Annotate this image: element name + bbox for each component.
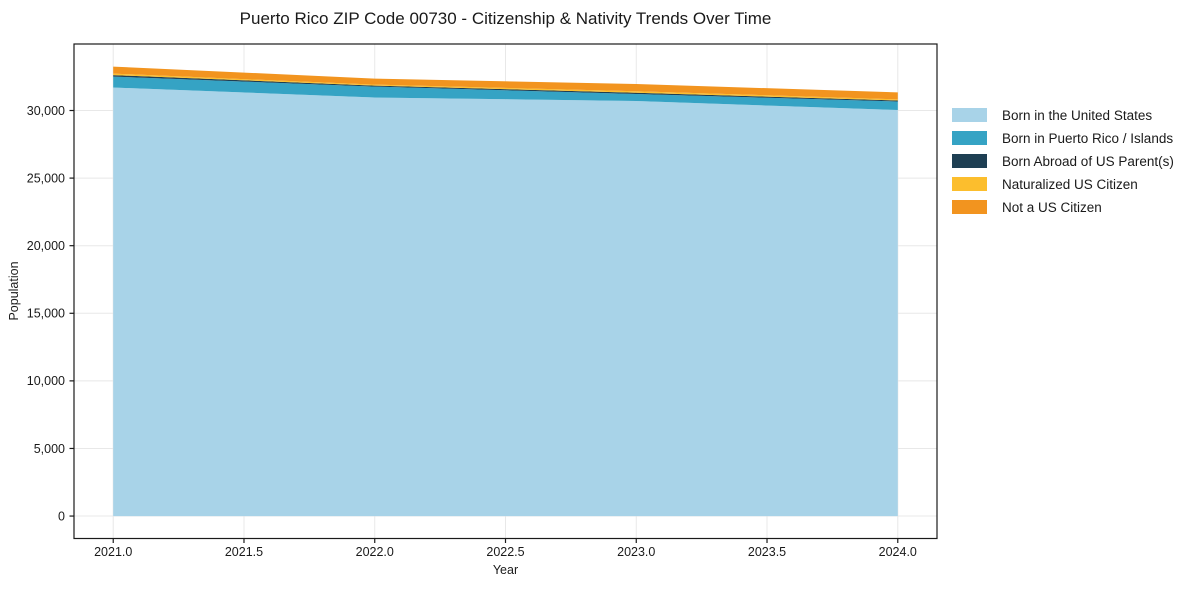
y-tick-label: 5,000 [34, 442, 65, 456]
x-tick-label: 2022.5 [486, 545, 524, 559]
x-tick-label: 2022.0 [356, 545, 394, 559]
x-tick-label: 2021.0 [94, 545, 132, 559]
y-tick-label: 0 [58, 509, 65, 523]
y-tick-label: 20,000 [27, 239, 65, 253]
y-tick-label: 25,000 [27, 171, 65, 185]
legend-item: Born Abroad of US Parent(s) [952, 153, 1174, 169]
area-not-a-us-citizen [113, 66, 898, 100]
legend-label: Born in the United States [1002, 107, 1153, 123]
legend-swatch [952, 154, 987, 168]
legend-label: Born Abroad of US Parent(s) [1002, 153, 1174, 169]
y-tick-label: 15,000 [27, 307, 65, 321]
legend-label: Naturalized US Citizen [1002, 176, 1138, 192]
legend-swatch [952, 200, 987, 214]
legend-label: Not a US Citizen [1002, 199, 1102, 215]
x-tick-label: 2024.0 [879, 545, 917, 559]
legend-swatch [952, 108, 987, 122]
area-born-abroad-of-us-parent-s- [113, 75, 898, 102]
y-axis-ticks: 0 5,000 10,000 15,000 20,000 25,000 30,000 [27, 104, 74, 523]
legend-item: Born in Puerto Rico / Islands [952, 130, 1174, 146]
chart-title: Puerto Rico ZIP Code 00730 - Citizenship… [239, 9, 772, 28]
legend: Born in the United States Born in Puerto … [952, 108, 1174, 223]
x-tick-label: 2021.5 [225, 545, 263, 559]
x-axis-ticks: 2021.0 2021.5 2022.0 2022.5 2023.0 2023.5 2024… [94, 538, 917, 559]
y-tick-label: 30,000 [27, 104, 65, 118]
x-tick-label: 2023.5 [748, 545, 786, 559]
legend-label: Born in Puerto Rico / Islands [1002, 130, 1174, 146]
legend-item: Born in the United States [952, 107, 1174, 123]
legend-swatch [952, 177, 987, 191]
area-born-in-the-united-states [113, 87, 898, 517]
legend-swatch [952, 131, 987, 145]
area-born-in-puerto-rico-islands [113, 76, 898, 110]
area-naturalized-us-citizen [113, 73, 898, 101]
legend-item: Not a US Citizen [952, 199, 1174, 215]
x-axis-label: Year [492, 563, 519, 577]
x-tick-label: 2023.0 [617, 545, 655, 559]
legend-item: Naturalized US Citizen [952, 176, 1174, 192]
y-tick-label: 10,000 [27, 374, 65, 388]
stacked-areas [113, 66, 898, 517]
